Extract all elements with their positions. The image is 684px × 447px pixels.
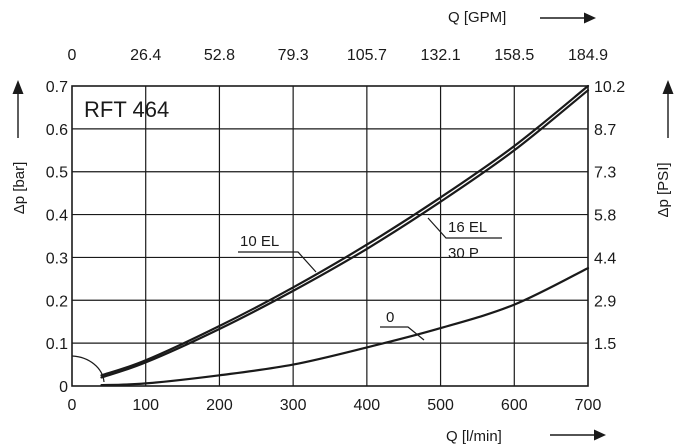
x-tick-label: 300 xyxy=(280,397,307,414)
x-tick-label: 200 xyxy=(206,397,233,414)
y2-tick-label: 10.2 xyxy=(594,79,625,96)
series-label-10el: 10 EL xyxy=(238,233,317,273)
y2-tick-label: 4.4 xyxy=(594,250,616,267)
y2-tick-label: 7.3 xyxy=(594,165,616,182)
bottom-axis-arrow xyxy=(550,429,606,441)
left-axis-arrow xyxy=(12,80,24,138)
y2-tick-label: 1.5 xyxy=(594,336,616,353)
series-line-0 xyxy=(100,267,590,387)
y-tick-label: 0.6 xyxy=(46,122,68,139)
y-tick-label: 0 xyxy=(59,379,68,396)
series-label-10el-leader xyxy=(238,251,317,273)
top-axis-title: Q [GPM] xyxy=(448,9,506,26)
y-tick-label: 0.4 xyxy=(46,208,68,225)
x2-tick-label: 184.9 xyxy=(568,47,608,64)
series-label-0-text: 0 xyxy=(386,309,394,326)
curves xyxy=(100,84,590,387)
series-label-16el-text: 16 EL xyxy=(448,219,487,236)
grid xyxy=(72,86,588,386)
x-tick-label: 600 xyxy=(501,397,528,414)
x-tick-label: 500 xyxy=(427,397,454,414)
y2-tick-label: 8.7 xyxy=(594,122,616,139)
y-tick-label: 0.2 xyxy=(46,293,68,310)
x2-tick-label: 105.7 xyxy=(347,47,387,64)
inlet-arc xyxy=(71,355,105,383)
series-label-30p-text: 30 P xyxy=(448,245,479,262)
series-line-10el xyxy=(100,84,590,377)
x-tick-label: 100 xyxy=(132,397,159,414)
plot-frame xyxy=(71,85,589,387)
x-tick-label: 0 xyxy=(68,397,77,414)
y-tick-label: 0.5 xyxy=(46,165,68,182)
x2-tick-label: 132.1 xyxy=(421,47,461,64)
x2-tick-label: 158.5 xyxy=(494,47,534,64)
y2-tick-label: 5.8 xyxy=(594,208,616,225)
right-axis-title: Δp [PSI] xyxy=(655,162,672,217)
y-tick-label: 0.1 xyxy=(46,336,68,353)
left-axis-title: Δp [bar] xyxy=(11,162,28,215)
series-label-10el-text: 10 EL xyxy=(240,233,279,250)
top-axis-arrow xyxy=(540,12,596,24)
bottom-axis-title: Q [l/min] xyxy=(446,428,502,445)
chart-title: RFT 464 xyxy=(84,97,169,122)
y-tick-label: 0.3 xyxy=(46,250,68,267)
right-axis-arrow xyxy=(662,80,674,138)
y-tick-label: 0.7 xyxy=(46,79,68,96)
x2-tick-label: 0 xyxy=(68,47,77,64)
series-line-16el-30p xyxy=(100,89,590,379)
tick-labels: 0 100 200 300 400 500 600 700 0 26.4 52.8 79.3 105.7… xyxy=(46,47,625,414)
x-tick-label: 400 xyxy=(354,397,381,414)
series-label-16el: 16 EL 30 P xyxy=(427,217,502,262)
x2-tick-label: 26.4 xyxy=(130,47,161,64)
y2-tick-label: 2.9 xyxy=(594,293,616,310)
x-tick-label: 700 xyxy=(575,397,602,414)
series-label-0-leader xyxy=(380,326,425,341)
x2-tick-label: 52.8 xyxy=(204,47,235,64)
x2-tick-label: 79.3 xyxy=(278,47,309,64)
series-label-16el-leader xyxy=(427,217,502,239)
series-label-0: 0 xyxy=(380,309,425,341)
